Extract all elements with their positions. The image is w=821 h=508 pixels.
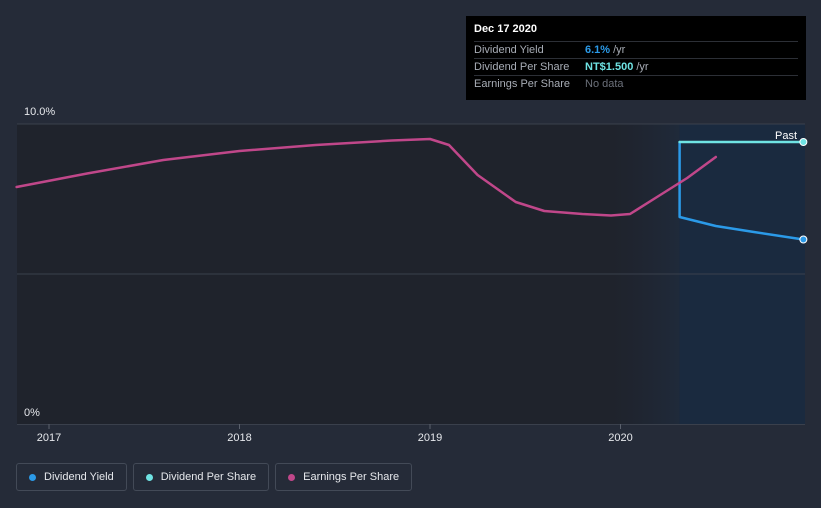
tooltip-key: Dividend Yield <box>474 44 544 56</box>
legend-label: Dividend Per Share <box>160 471 257 483</box>
series-line-dividend-yield <box>678 140 805 241</box>
past-label: Past <box>775 130 797 142</box>
tooltip-row-earnings-per-share: Earnings Per Share No data <box>474 75 798 92</box>
legend-item-dividend-per-share[interactable]: Dividend Per Share <box>132 463 270 491</box>
y-tick-label-top: 10.0% <box>24 106 55 118</box>
tooltip-row-dividend-per-share: Dividend Per Share NT$1.500 /yr <box>474 58 798 75</box>
x-tick-label: 2020 <box>608 432 632 444</box>
legend-dot-icon <box>145 473 153 481</box>
tooltip-value: No data <box>585 78 624 90</box>
tooltip-row-dividend-yield: Dividend Yield 6.1% /yr <box>474 41 798 58</box>
legend-dot-icon <box>288 473 296 481</box>
series-endpoint-dividend-per-share <box>799 138 808 146</box>
x-tick-label: 2017 <box>37 432 61 444</box>
legend-item-earnings-per-share[interactable]: Earnings Per Share <box>275 463 413 491</box>
series-endpoint-dividend-yield <box>799 235 808 244</box>
x-tick-label: 2018 <box>227 432 251 444</box>
tooltip-unit: /yr <box>636 61 649 73</box>
y-tick-label-bottom: 0% <box>24 407 40 419</box>
tooltip: Dec 17 2020 Dividend Yield 6.1% /yr Divi… <box>466 16 806 100</box>
x-tick-label: 2019 <box>418 432 442 444</box>
legend-dot-icon <box>29 473 36 481</box>
legend: Dividend Yield Dividend Per Share Earnin… <box>16 463 413 491</box>
legend-label: Dividend Yield <box>44 471 114 483</box>
series-line-earnings-per-share <box>15 137 718 217</box>
tooltip-value: 6.1% <box>585 44 611 56</box>
tooltip-unit: /yr <box>613 44 626 56</box>
tooltip-date: Dec 17 2020 <box>474 23 537 35</box>
legend-item-dividend-yield[interactable]: Dividend Yield <box>16 463 127 491</box>
tooltip-key: Earnings Per Share <box>474 78 570 90</box>
tooltip-key: Dividend Per Share <box>474 61 570 73</box>
tooltip-value: NT$1.500 <box>585 61 634 73</box>
legend-label: Earnings Per Share <box>303 471 400 483</box>
